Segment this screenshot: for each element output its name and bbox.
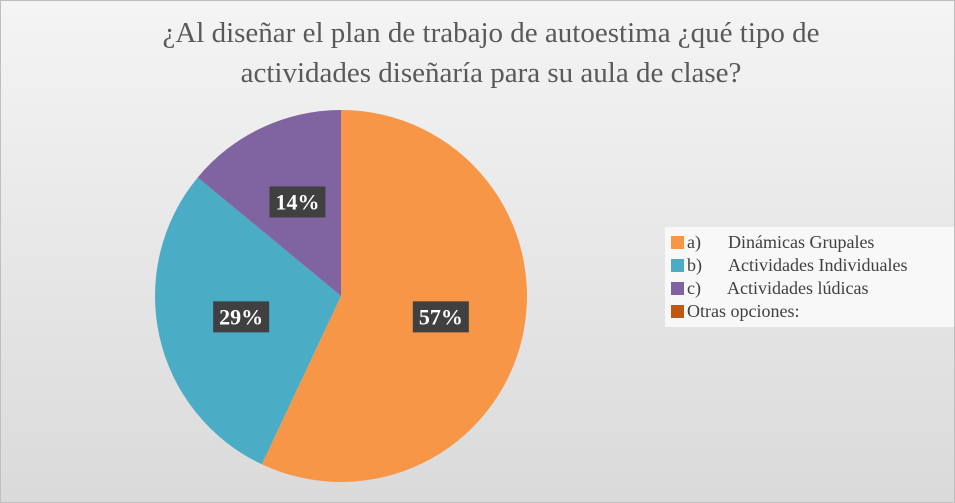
data-label: 29% [213,301,270,333]
data-label-text: 57% [419,304,463,329]
legend-item: c) Actividades lúdicas [669,277,954,300]
legend-swatch [671,305,684,318]
legend-item: a) Dinámicas Grupales [669,231,954,254]
legend-item: b) Actividades Individuales [669,254,954,277]
legend-swatch [671,259,684,272]
pie-slice [261,110,527,482]
legend-item: Otras opciones: [669,300,954,323]
data-label: 57% [412,301,469,333]
data-label-text: 29% [219,304,263,329]
legend-swatch [671,236,684,249]
legend-label: c) Actividades lúdicas [687,278,869,298]
data-label-text: 14% [275,189,319,214]
data-label-box [269,186,326,218]
data-label-box [412,301,469,333]
legend-swatch [671,282,684,295]
pie-slice [197,110,341,296]
legend-label: b) Actividades Individuales [687,255,908,275]
chart-title: ¿Al diseñar el plan de trabajo de autoes… [162,17,820,89]
data-label-box [213,301,270,333]
legend-label: Otras opciones: [687,301,800,321]
legend: a) Dinámicas Grupales b) Actividades Indi… [665,227,954,327]
legend-label: a) Dinámicas Grupales [687,232,875,252]
data-label: 14% [269,186,326,218]
